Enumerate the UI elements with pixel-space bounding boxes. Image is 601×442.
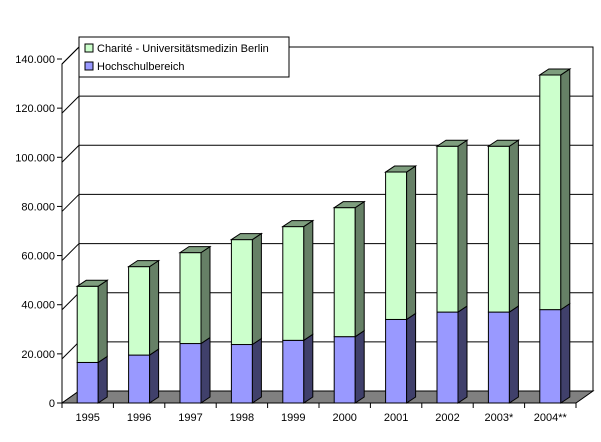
gridline-side [61, 144, 80, 163]
y-tick-label: 40.000 [21, 300, 55, 312]
gridline-side [61, 243, 80, 261]
bar-charite-side [354, 200, 365, 338]
x-tick-label: 1995 [75, 412, 99, 424]
side-wall [61, 45, 80, 404]
bar-hochschulbereich-side [560, 302, 571, 404]
bar-hochschulbereich-side [200, 336, 211, 404]
bar-hochschulbereich-side [303, 333, 314, 404]
x-tick-label: 1997 [178, 412, 202, 424]
bar-hochschulbereich-side [406, 312, 417, 404]
x-tick-label: 2002 [435, 412, 459, 424]
legend: Charité - Universitätsmedizin Berlin Hoch… [78, 36, 290, 78]
bar-charite-side [149, 259, 160, 357]
bar-charite-top [75, 279, 109, 287]
bar-hochschulbereich [333, 336, 356, 404]
bar-hochschulbereich [282, 339, 305, 404]
x-tick-label: 2001 [384, 412, 408, 424]
bar-hochschulbereich-side [251, 337, 262, 404]
bar-charite-side [406, 165, 417, 321]
legend-swatch-charite [84, 43, 94, 53]
x-tick-label: 1998 [230, 412, 254, 424]
bar-hochschulbereich-side [457, 305, 468, 404]
bars [75, 68, 572, 404]
bar-charite [436, 145, 459, 313]
bar-hochschulbereich [539, 309, 562, 404]
bar-charite [539, 74, 562, 311]
bar-charite-side [97, 279, 108, 364]
x-tick-label: 2004** [534, 412, 568, 424]
x-tick-label: 2000 [332, 412, 356, 424]
y-tick-label: 60.000 [21, 251, 55, 263]
bar-charite [282, 226, 305, 341]
bar-charite-top [126, 260, 161, 268]
legend-box [78, 36, 290, 78]
bar-hochschulbereich [128, 354, 151, 404]
x-tick-label: 1996 [127, 412, 151, 424]
gridline-side [61, 292, 80, 311]
y-tick-label: 20.000 [21, 349, 55, 361]
bar-charite-side [251, 232, 262, 346]
y-tick-label: 140.000 [15, 54, 55, 66]
bar-hochschulbereich [487, 311, 510, 404]
bar-charite-side [560, 68, 571, 311]
x-tick-label: 2003* [485, 412, 514, 424]
gridline-side [61, 341, 80, 360]
gridline-side [61, 95, 80, 114]
bar-charite [333, 207, 356, 338]
bar-hochschulbereich-side [354, 329, 365, 404]
bar-charite [487, 145, 510, 313]
bar-charite-top [332, 201, 366, 209]
bar-hochschulbereich-side [508, 305, 519, 404]
bar-charite [128, 266, 151, 356]
gridline-side [61, 194, 80, 212]
y-axis-ticks: 0 20.000 40.000 60.000 80.000 100.000 120.000 1… [15, 54, 62, 410]
x-tick-label: 1999 [281, 412, 305, 424]
bar-charite-top [383, 165, 418, 173]
bar-hochschulbereich [76, 361, 99, 404]
bar-charite-top [229, 233, 264, 241]
bar-charite-side [200, 245, 211, 345]
bar-hochschulbereich [179, 343, 202, 404]
bar-hochschulbereich-side [97, 355, 108, 404]
bar-charite-side [457, 139, 468, 314]
bar-charite-top [435, 139, 469, 147]
bar-charite [179, 252, 202, 345]
bar-hochschulbereich [230, 344, 253, 404]
bar-charite-top [178, 246, 212, 254]
gridline-side [61, 46, 80, 65]
bar-charite [230, 239, 253, 346]
x-axis-ticks: 1995 1996 1997 1998 1999 2000 2001 2002 2003* 200… [61, 403, 577, 424]
legend-swatch-hochschulbereich [84, 61, 94, 71]
y-tick-label: 80.000 [21, 201, 55, 213]
bar-charite-top [538, 68, 572, 76]
bar-charite-top [486, 139, 521, 147]
legend-label-hochschulbereich: Hochschulbereich [97, 61, 184, 73]
legend-label-charite: Charité - Universitätsmedizin Berlin [97, 43, 269, 55]
bar-charite-side [303, 219, 314, 342]
y-tick-label: 100.000 [15, 152, 55, 164]
bar-charite-side [508, 139, 519, 314]
bar-charite [385, 171, 408, 320]
y-tick-label: 0 [49, 398, 55, 410]
bar-hochschulbereich [385, 318, 408, 404]
bar-charite [76, 285, 99, 363]
y-tick-label: 120.000 [15, 103, 55, 115]
bar-charite-top [281, 220, 315, 228]
bar-hochschulbereich-side [149, 348, 160, 404]
bar-hochschulbereich [436, 311, 459, 404]
